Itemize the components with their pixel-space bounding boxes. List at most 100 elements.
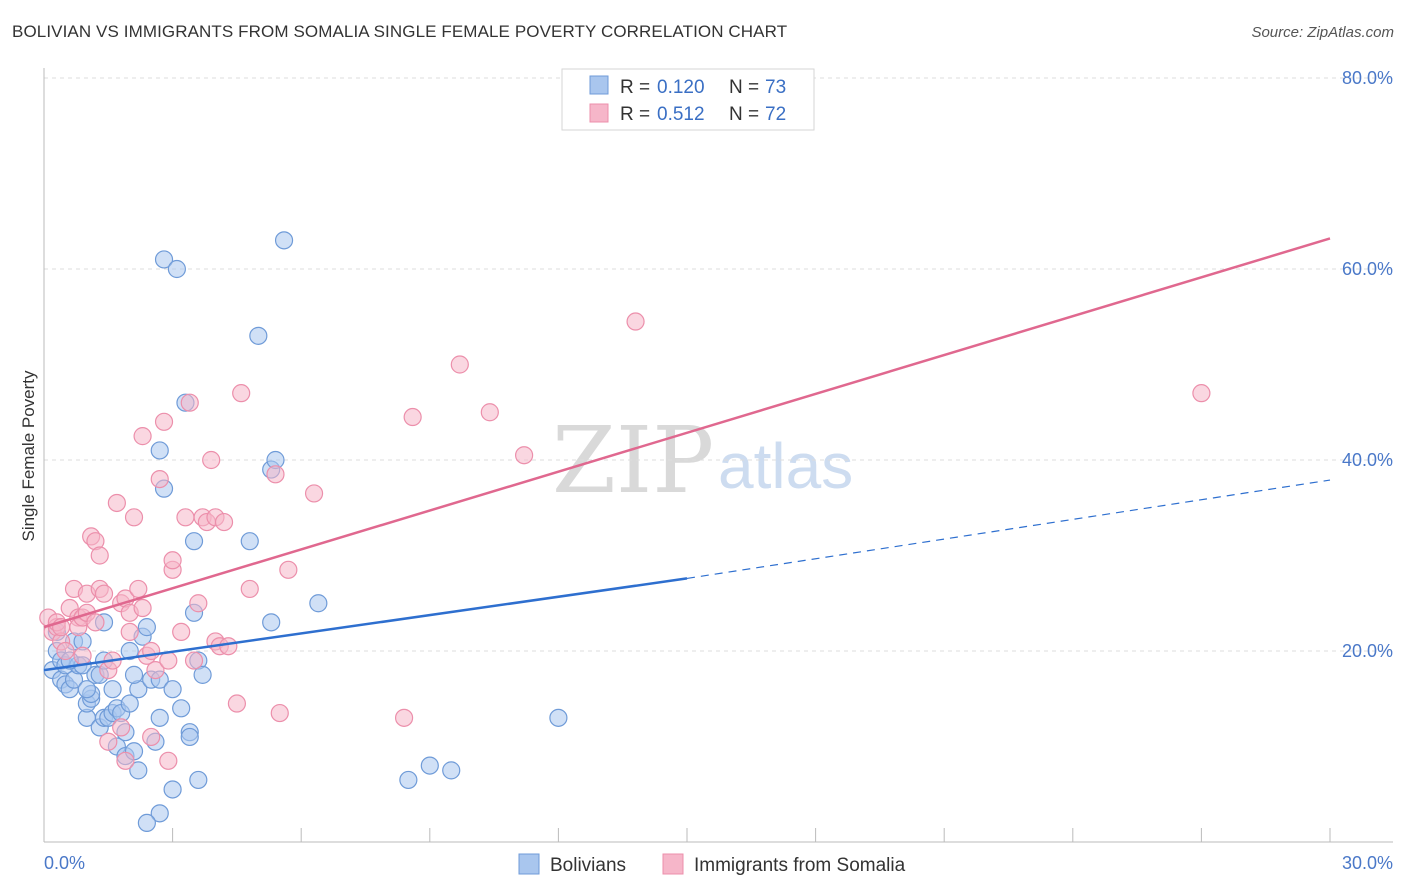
somalia-point: [159, 651, 178, 670]
somalia-point: [86, 613, 105, 632]
bolivians-point: [249, 326, 268, 345]
somalia-point: [266, 465, 285, 484]
y-axis-label: Single Female Poverty: [19, 370, 38, 542]
somalia-point: [184, 651, 204, 670]
somalia-point: [450, 355, 469, 374]
somalia-point: [240, 579, 259, 599]
y-tick-label: 60.0%: [1342, 259, 1393, 279]
bolivians-point: [129, 761, 148, 780]
x-tick-label-min: 0.0%: [44, 853, 85, 873]
somalia-point: [94, 584, 114, 603]
somalia-point: [133, 427, 152, 446]
legend-swatch-somalia: [589, 103, 609, 123]
somalia-point: [270, 703, 289, 723]
somalia-point: [129, 579, 148, 599]
somalia-point: [214, 512, 234, 532]
legend-r-value-2: 0.512: [657, 104, 705, 125]
bolivians-point: [77, 680, 96, 699]
somalia-point: [133, 598, 152, 618]
bottom-legend-label-bolivians: Bolivians: [550, 855, 626, 876]
somalia-point: [1192, 384, 1211, 403]
legend-r-label-2: R =: [620, 104, 650, 125]
somalia-point: [172, 622, 191, 642]
bottom-legend-swatch-bolivians: [518, 853, 540, 875]
somalia-trend-line: [43, 237, 1331, 629]
somalia-point: [107, 493, 126, 513]
series-legend: Bolivians Immigrants from Somalia: [518, 853, 906, 876]
legend-swatch-bolivians: [589, 75, 609, 95]
watermark-zip: ZIP: [552, 407, 714, 514]
y-tick-label: 20.0%: [1342, 641, 1393, 661]
somalia-point: [304, 484, 324, 503]
somalia-point: [150, 470, 169, 489]
bolivians-point: [120, 641, 139, 661]
legend-n-value-1: 73: [765, 77, 786, 98]
bolivians-point: [150, 708, 169, 727]
somalia-point: [279, 560, 298, 579]
bolivians-point: [189, 770, 208, 790]
somalia-point: [403, 407, 422, 427]
chart-title: BOLIVIAN VS IMMIGRANTS FROM SOMALIA SING…: [12, 22, 788, 41]
somalia-point: [180, 393, 199, 412]
bolivians-point: [184, 532, 204, 551]
bolivians-point: [167, 259, 186, 279]
somalia-point: [142, 727, 161, 747]
bolivians-points: [43, 231, 568, 833]
somalia-point: [159, 751, 178, 770]
bolivians-trend-extension: [686, 479, 1331, 580]
somalia-point: [394, 708, 414, 727]
somalia-point: [163, 551, 182, 570]
x-tick-label-max: 30.0%: [1342, 853, 1393, 873]
somalia-point: [219, 637, 238, 656]
bolivians-point: [120, 694, 139, 713]
legend-r-label-1: R =: [620, 77, 650, 98]
bolivians-point: [193, 665, 212, 684]
bolivians-point: [420, 756, 439, 775]
y-tick-labels: 20.0% 40.0% 60.0% 80.0%: [1342, 68, 1393, 661]
bolivians-point: [399, 770, 418, 790]
bolivians-point: [124, 665, 144, 684]
bolivians-point: [154, 250, 174, 269]
source-label: Source: ZipAtlas.com: [1251, 24, 1394, 41]
somalia-point: [112, 718, 131, 737]
bolivians-point: [137, 813, 156, 833]
bottom-legend-swatch-somalia: [662, 853, 684, 875]
somalia-point: [142, 641, 161, 661]
somalia-point: [146, 660, 165, 680]
somalia-point: [626, 312, 645, 331]
bolivians-point: [163, 780, 182, 799]
somalia-point: [154, 412, 174, 431]
somalia-point: [202, 450, 221, 470]
bolivians-point: [150, 441, 169, 460]
watermark-atlas: atlas: [718, 430, 853, 502]
y-tick-label: 80.0%: [1342, 68, 1393, 88]
somalia-point: [120, 622, 139, 642]
y-tick-label: 40.0%: [1342, 450, 1393, 470]
somalia-point: [116, 751, 135, 770]
bolivians-point: [262, 613, 281, 632]
bottom-legend-label-somalia: Immigrants from Somalia: [694, 855, 906, 876]
somalia-point: [73, 646, 92, 665]
bolivians-point: [549, 708, 568, 727]
bolivians-point: [309, 594, 328, 613]
somalia-point: [480, 403, 499, 422]
legend-n-value-2: 72: [765, 104, 786, 125]
somalia-point: [56, 641, 75, 661]
bolivians-point: [240, 532, 259, 551]
bolivians-trend-line: [43, 577, 688, 672]
bolivians-point: [180, 727, 199, 747]
somalia-points: [39, 312, 1211, 770]
correlation-legend: R = 0.120 N = 73 R = 0.512 N = 72: [561, 68, 815, 131]
bolivians-point: [274, 231, 294, 250]
somalia-point: [99, 732, 118, 751]
trend-lines: [43, 237, 1331, 672]
axes: [43, 68, 1393, 843]
somalia-point: [90, 546, 109, 565]
bolivians-point: [442, 761, 461, 780]
somalia-point: [124, 508, 144, 527]
legend-r-value-1: 0.120: [657, 77, 705, 98]
bolivians-point: [150, 804, 169, 823]
somalia-point: [515, 446, 534, 465]
somalia-point: [227, 694, 246, 713]
